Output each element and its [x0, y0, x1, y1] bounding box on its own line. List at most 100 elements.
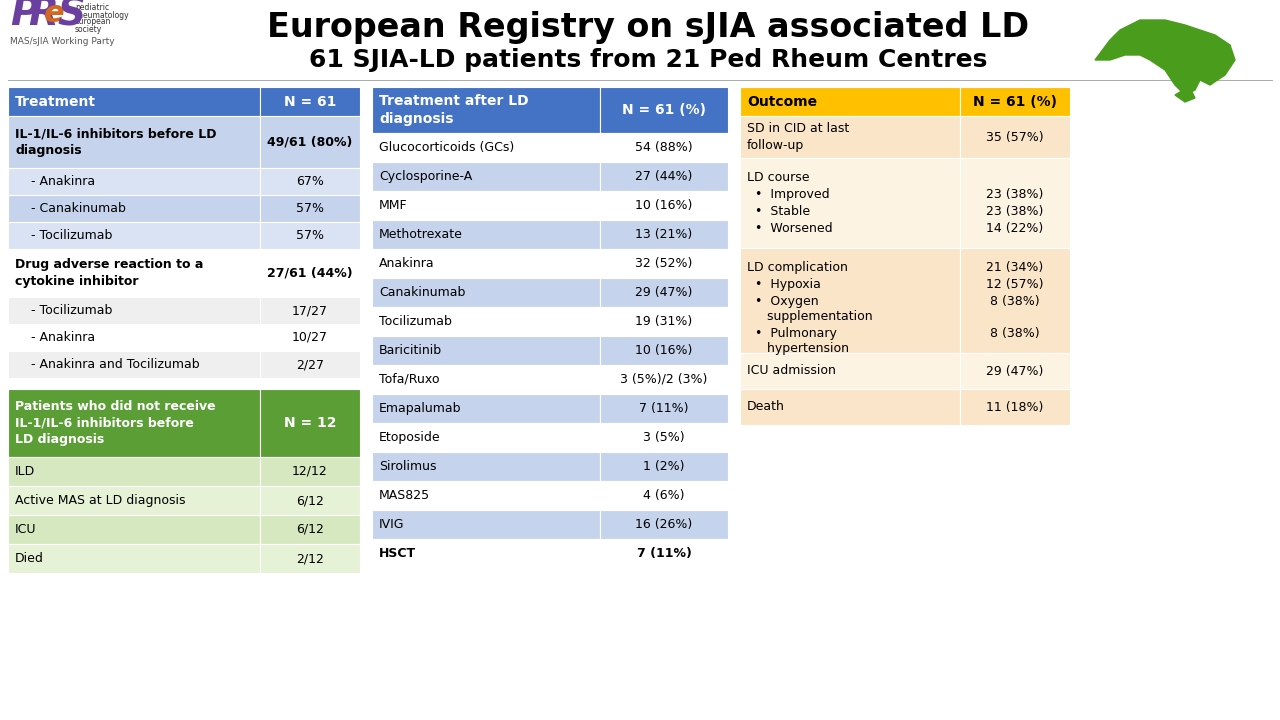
Text: - Anakinra: - Anakinra — [15, 175, 95, 188]
Text: Anakinra: Anakinra — [379, 257, 435, 270]
Bar — [260, 324, 360, 351]
Text: 6/12: 6/12 — [296, 494, 324, 507]
Text: HSCT: HSCT — [379, 547, 416, 560]
Text: S: S — [58, 0, 84, 33]
Text: 1 (2%): 1 (2%) — [644, 460, 685, 473]
Bar — [960, 389, 1070, 425]
Text: supplementation: supplementation — [748, 310, 873, 323]
Bar — [372, 249, 600, 278]
Text: european: european — [76, 17, 111, 27]
Text: - Tocilizumab: - Tocilizumab — [15, 229, 113, 242]
Text: 21 (34%): 21 (34%) — [987, 261, 1043, 274]
Text: 35 (57%): 35 (57%) — [986, 130, 1043, 143]
Text: 17/27: 17/27 — [292, 304, 328, 317]
Bar — [260, 515, 360, 544]
Text: 10 (16%): 10 (16%) — [635, 344, 692, 357]
Bar — [8, 324, 260, 351]
Text: pediatric: pediatric — [76, 4, 109, 12]
Text: 23 (38%): 23 (38%) — [987, 205, 1043, 218]
Text: Methotrexate: Methotrexate — [379, 228, 463, 241]
Bar — [600, 162, 728, 191]
Text: LD complication: LD complication — [748, 261, 847, 274]
Bar — [372, 87, 600, 133]
Text: •  Stable: • Stable — [748, 205, 810, 218]
Bar — [600, 191, 728, 220]
Text: 23 (38%): 23 (38%) — [987, 188, 1043, 201]
Text: 29 (47%): 29 (47%) — [635, 286, 692, 299]
Text: Canakinumab: Canakinumab — [379, 286, 466, 299]
Text: N = 61: N = 61 — [284, 94, 337, 109]
Text: •  Oxygen: • Oxygen — [748, 295, 819, 308]
Text: Died: Died — [15, 552, 44, 565]
Text: 7 (11%): 7 (11%) — [639, 402, 689, 415]
Text: - Canakinumab: - Canakinumab — [15, 202, 125, 215]
Bar — [260, 297, 360, 324]
Bar — [260, 351, 360, 378]
Text: P: P — [10, 0, 38, 33]
Bar — [600, 539, 728, 568]
Text: 27/61 (44%): 27/61 (44%) — [268, 266, 353, 279]
Text: 16 (26%): 16 (26%) — [635, 518, 692, 531]
Bar — [8, 249, 260, 297]
Bar — [600, 87, 728, 133]
Polygon shape — [1094, 20, 1235, 95]
Text: - Tocilizumab: - Tocilizumab — [15, 304, 113, 317]
Text: 6/12: 6/12 — [296, 523, 324, 536]
Text: •  Pulmonary: • Pulmonary — [748, 327, 837, 340]
Text: Treatment after LD
diagnosis: Treatment after LD diagnosis — [379, 94, 529, 126]
Text: 49/61 (80%): 49/61 (80%) — [268, 135, 353, 148]
Text: e: e — [44, 0, 64, 29]
Bar — [372, 278, 600, 307]
Bar — [372, 336, 600, 365]
Bar — [260, 486, 360, 515]
Bar — [372, 539, 600, 568]
Text: N = 12: N = 12 — [284, 416, 337, 430]
Text: 57%: 57% — [296, 202, 324, 215]
Text: hypertension: hypertension — [748, 342, 849, 355]
Bar — [260, 195, 360, 222]
Text: Sirolimus: Sirolimus — [379, 460, 436, 473]
Text: •  Worsened: • Worsened — [748, 222, 832, 235]
Text: 57%: 57% — [296, 229, 324, 242]
Text: 61 SJIA-LD patients from 21 Ped Rheum Centres: 61 SJIA-LD patients from 21 Ped Rheum Ce… — [308, 48, 987, 72]
Bar — [600, 133, 728, 162]
Bar — [8, 87, 260, 116]
Text: 7 (11%): 7 (11%) — [636, 547, 691, 560]
Bar — [8, 457, 260, 486]
Text: Outcome: Outcome — [748, 94, 817, 109]
Text: Tocilizumab: Tocilizumab — [379, 315, 452, 328]
Text: •  Improved: • Improved — [748, 188, 829, 201]
Text: MMF: MMF — [379, 199, 407, 212]
Text: 11 (18%): 11 (18%) — [987, 400, 1043, 413]
Bar — [600, 278, 728, 307]
Text: 13 (21%): 13 (21%) — [635, 228, 692, 241]
Bar — [8, 297, 260, 324]
Bar — [372, 423, 600, 452]
Bar — [372, 394, 600, 423]
Bar — [740, 158, 960, 248]
Bar — [372, 220, 600, 249]
Text: 3 (5%)/2 (3%): 3 (5%)/2 (3%) — [621, 373, 708, 386]
Text: ICU admission: ICU admission — [748, 364, 836, 377]
Bar — [260, 389, 360, 457]
Bar — [8, 515, 260, 544]
Bar — [260, 249, 360, 297]
Text: •  Hypoxia: • Hypoxia — [748, 278, 820, 291]
Bar — [8, 351, 260, 378]
Bar — [740, 87, 960, 116]
Bar — [740, 353, 960, 389]
Text: 27 (44%): 27 (44%) — [635, 170, 692, 183]
Bar — [600, 336, 728, 365]
Text: N = 61 (%): N = 61 (%) — [973, 94, 1057, 109]
Bar — [260, 87, 360, 116]
Text: Tofa/Ruxo: Tofa/Ruxo — [379, 373, 439, 386]
Text: 3 (5%): 3 (5%) — [643, 431, 685, 444]
Bar — [960, 248, 1070, 353]
Text: 29 (47%): 29 (47%) — [987, 364, 1043, 377]
Text: Glucocorticoids (GCs): Glucocorticoids (GCs) — [379, 141, 515, 154]
Bar — [260, 544, 360, 573]
Text: 54 (88%): 54 (88%) — [635, 141, 692, 154]
Text: IVIG: IVIG — [379, 518, 404, 531]
Bar — [372, 307, 600, 336]
Text: Active MAS at LD diagnosis: Active MAS at LD diagnosis — [15, 494, 186, 507]
